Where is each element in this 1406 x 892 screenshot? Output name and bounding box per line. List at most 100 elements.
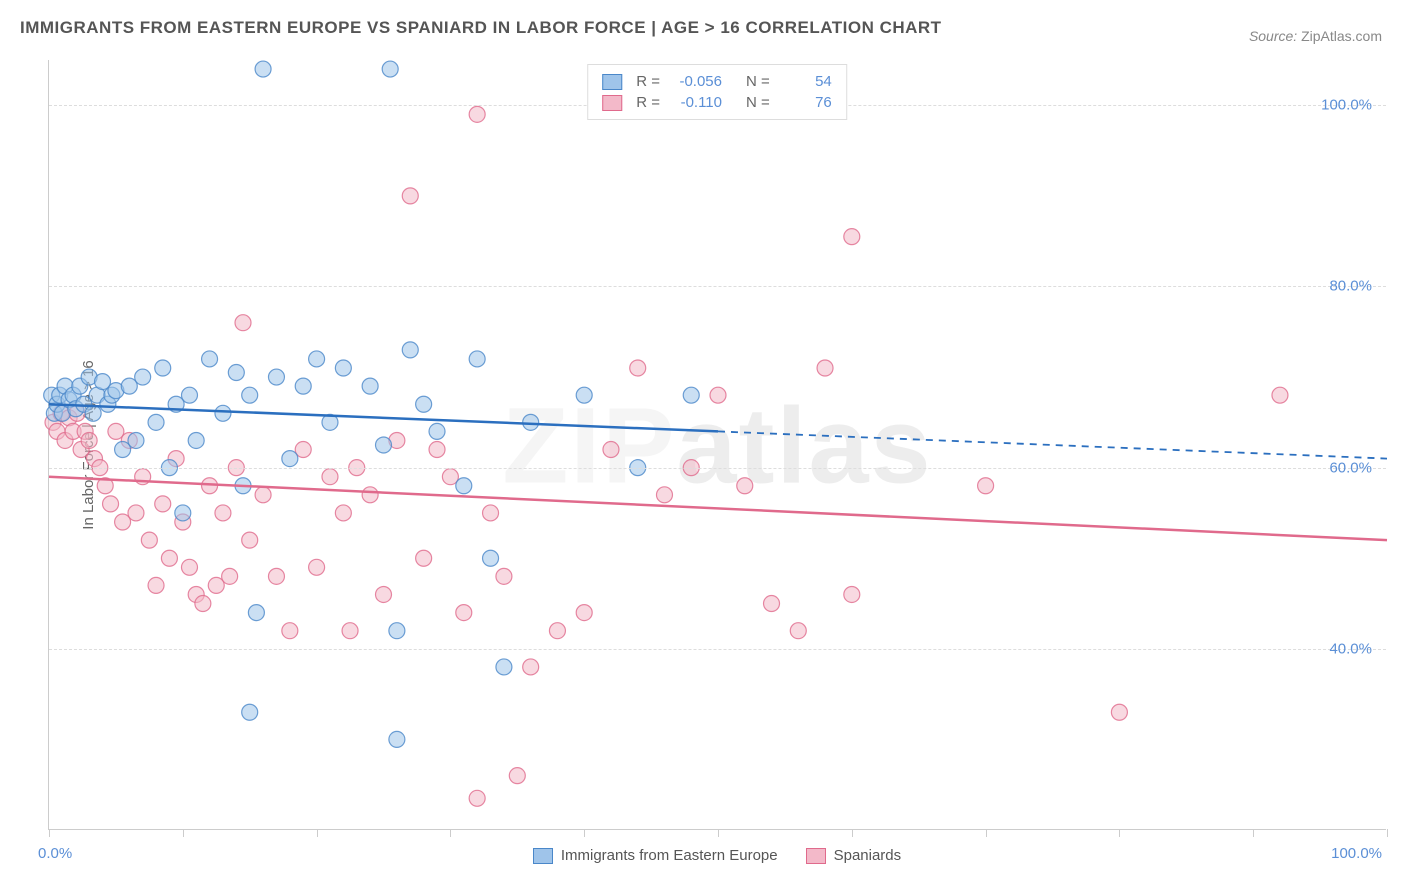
- data-point: [282, 623, 298, 639]
- data-point: [255, 61, 271, 77]
- data-point: [195, 596, 211, 612]
- x-tick: [1119, 829, 1120, 837]
- y-tick-label: 60.0%: [1329, 459, 1372, 476]
- data-point: [656, 487, 672, 503]
- source-label: Source:: [1249, 28, 1297, 44]
- y-tick-label: 80.0%: [1329, 278, 1372, 295]
- gridline: [49, 468, 1386, 469]
- data-point: [362, 378, 378, 394]
- data-point: [603, 442, 619, 458]
- data-point: [161, 550, 177, 566]
- data-point: [483, 505, 499, 521]
- data-point: [362, 487, 378, 503]
- legend-swatch: [602, 95, 622, 111]
- y-tick-label: 100.0%: [1321, 97, 1372, 114]
- legend-series-label: Immigrants from Eastern Europe: [561, 847, 778, 864]
- data-point: [469, 106, 485, 122]
- data-point: [978, 478, 994, 494]
- data-point: [549, 623, 565, 639]
- data-point: [416, 396, 432, 412]
- data-point: [576, 387, 592, 403]
- data-point: [202, 351, 218, 367]
- data-point: [188, 432, 204, 448]
- x-tick: [450, 829, 451, 837]
- data-point: [141, 532, 157, 548]
- legend-n-value: 76: [784, 94, 832, 111]
- data-point: [268, 369, 284, 385]
- data-point: [242, 532, 258, 548]
- data-point: [1111, 704, 1127, 720]
- data-point: [509, 768, 525, 784]
- x-tick: [49, 829, 50, 837]
- data-point: [181, 559, 197, 575]
- data-point: [255, 487, 271, 503]
- data-point: [402, 188, 418, 204]
- legend-swatch: [602, 74, 622, 90]
- gridline: [49, 286, 1386, 287]
- data-point: [215, 505, 231, 521]
- chart-title: IMMIGRANTS FROM EASTERN EUROPE VS SPANIA…: [20, 18, 942, 38]
- data-point: [683, 387, 699, 403]
- plot-area: ZIPatlas 40.0%60.0%80.0%100.0%: [48, 60, 1386, 830]
- legend-r-label: R =: [636, 73, 660, 90]
- legend-series-item: Spaniards: [806, 847, 902, 864]
- x-tick: [317, 829, 318, 837]
- legend-correlation-row: R =-0.056N =54: [602, 71, 832, 92]
- data-point: [295, 378, 311, 394]
- x-tick: [986, 829, 987, 837]
- plot-container: In Labor Force | Age > 16 ZIPatlas 40.0%…: [48, 60, 1386, 830]
- data-point: [81, 432, 97, 448]
- data-point: [469, 790, 485, 806]
- legend-r-label: R =: [636, 94, 660, 111]
- data-point: [181, 387, 197, 403]
- data-point: [402, 342, 418, 358]
- data-point: [496, 659, 512, 675]
- data-point: [523, 659, 539, 675]
- data-point: [1272, 387, 1288, 403]
- source-attribution: Source: ZipAtlas.com: [1249, 28, 1382, 44]
- legend-correlation-row: R = -0.110 N = 76: [602, 92, 832, 113]
- data-point: [242, 704, 258, 720]
- data-point: [135, 369, 151, 385]
- data-point: [342, 623, 358, 639]
- data-point: [844, 229, 860, 245]
- data-point: [469, 351, 485, 367]
- data-point: [376, 437, 392, 453]
- x-tick: [718, 829, 719, 837]
- data-point: [175, 505, 191, 521]
- data-point: [429, 423, 445, 439]
- x-tick: [852, 829, 853, 837]
- data-point: [456, 478, 472, 494]
- legend-series-label: Spaniards: [834, 847, 902, 864]
- data-point: [282, 451, 298, 467]
- data-point: [103, 496, 119, 512]
- legend-n-label: N =: [746, 94, 770, 111]
- data-point: [148, 414, 164, 430]
- data-point: [382, 61, 398, 77]
- data-point: [248, 605, 264, 621]
- x-tick: [1253, 829, 1254, 837]
- data-point: [389, 731, 405, 747]
- data-point: [376, 586, 392, 602]
- data-point: [235, 315, 251, 331]
- legend-correlation: R =-0.056N =54R =-0.110N =76: [587, 64, 847, 120]
- data-point: [817, 360, 833, 376]
- data-point: [85, 405, 101, 421]
- data-point: [764, 596, 780, 612]
- data-point: [268, 568, 284, 584]
- data-point: [222, 568, 238, 584]
- x-tick: [584, 829, 585, 837]
- data-point: [309, 559, 325, 575]
- legend-series-item: Immigrants from Eastern Europe: [533, 847, 778, 864]
- data-point: [416, 550, 432, 566]
- legend-r-value: -0.110: [674, 94, 722, 111]
- x-tick: [183, 829, 184, 837]
- data-point: [335, 360, 351, 376]
- data-point: [389, 623, 405, 639]
- data-point: [496, 568, 512, 584]
- data-point: [128, 432, 144, 448]
- data-point: [309, 351, 325, 367]
- data-point: [576, 605, 592, 621]
- legend-swatch: [806, 848, 826, 864]
- legend-series: Immigrants from Eastern Europe Spaniards: [48, 847, 1386, 864]
